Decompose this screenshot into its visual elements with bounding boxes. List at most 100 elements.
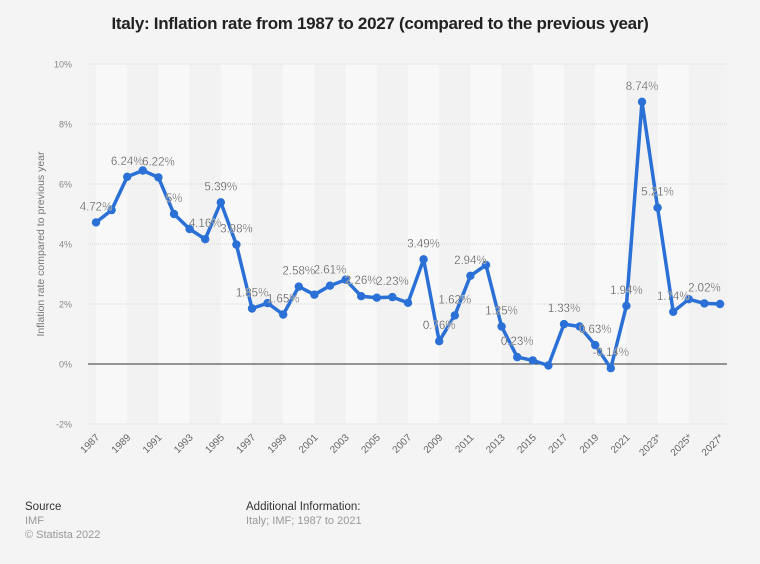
data-point (107, 205, 116, 215)
x-tick-label: 1997 (235, 432, 259, 456)
data-label: 1.85% (236, 288, 269, 300)
data-point (450, 311, 459, 320)
x-tick-label: 2009 (422, 432, 446, 456)
data-point (559, 319, 569, 329)
x-axis-ticks: 1987 1989 1991 1993 1995 1997 1999 2001 2003 2005… (79, 432, 727, 459)
y-tick-label: 4% (59, 240, 72, 250)
x-tick-label: 2023* (637, 432, 663, 458)
x-tick-label: 2019 (578, 432, 602, 456)
y-tick-label: 8% (59, 120, 72, 130)
y-axis-label: Inflation rate compared to previous year (35, 151, 47, 337)
gridlines (88, 63, 727, 425)
data-point (669, 307, 678, 316)
data-point (497, 322, 506, 331)
data-label: 5.21% (641, 187, 674, 199)
x-tick-label: 2021 (609, 432, 633, 456)
data-point (684, 295, 693, 304)
data-point (279, 310, 288, 319)
data-point (154, 173, 163, 182)
data-point (700, 299, 709, 308)
y-tick-label: 0% (59, 360, 72, 370)
source-heading: Source (25, 501, 62, 513)
data-point (528, 356, 537, 365)
source-block: Source IMF © Statista 2022 (25, 500, 100, 542)
data-point (185, 224, 194, 234)
y-axis-ticks: 10% 8% 6% 4% 2% 0% -2% (54, 60, 72, 430)
x-tick-label: 2011 (454, 432, 477, 455)
additional-info-heading: Additional Information: (246, 501, 361, 513)
data-point (388, 292, 397, 302)
data-label: 0.23% (501, 336, 534, 348)
x-tick-label: 1987 (79, 432, 103, 456)
data-point (513, 352, 522, 362)
x-tick-label: 2025* (669, 432, 695, 458)
x-tick-label: 2017 (547, 432, 571, 456)
data-point (653, 203, 662, 212)
x-tick-label: 2003 (328, 432, 352, 456)
data-label: 2.02% (688, 282, 721, 294)
x-tick-label: 2013 (484, 432, 508, 456)
data-point (715, 299, 725, 309)
data-label: 5% (166, 193, 183, 205)
data-label: 1.62% (438, 294, 471, 306)
y-tick-label: 10% (54, 60, 72, 70)
data-label: 0.76% (423, 320, 456, 332)
data-label: 6.22% (142, 156, 175, 168)
data-point (232, 240, 241, 249)
x-tick-label: 1991 (141, 432, 165, 456)
data-point (481, 260, 491, 270)
y-tick-label: 2% (59, 300, 72, 310)
x-tick-label: 1995 (203, 432, 227, 456)
data-point (263, 298, 272, 308)
data-point (435, 337, 444, 346)
data-point (606, 364, 615, 373)
data-label: 1.74% (657, 291, 690, 303)
data-labels: 4.72%6.24%6.22%5%4.16%5.39%3.98%1.85%1.6… (80, 81, 721, 360)
data-label: 1.94% (610, 285, 643, 297)
data-point (310, 290, 319, 299)
data-label: 0.63% (579, 324, 612, 336)
data-point (591, 340, 600, 350)
data-label: 3.49% (407, 238, 440, 250)
additional-info-block: Additional Information: Italy; IMF; 1987… (246, 500, 362, 528)
data-points (91, 97, 725, 373)
copyright: © Statista 2022 (25, 529, 101, 541)
y-tick-label: -2% (56, 420, 72, 430)
data-point (575, 322, 584, 331)
x-tick-label: 2007 (391, 432, 415, 456)
additional-info-text: Italy; IMF; 1987 to 2021 (246, 515, 362, 527)
x-tick-label: 2027* (700, 432, 726, 458)
data-point (216, 198, 225, 207)
x-tick-label: 2005 (359, 432, 383, 456)
data-point (294, 282, 303, 291)
data-point (325, 281, 335, 290)
data-point (372, 293, 381, 302)
source-link[interactable]: IMF (25, 515, 44, 527)
data-label: 2.58% (282, 266, 315, 278)
data-point (138, 166, 147, 175)
data-label: 2.94% (454, 255, 487, 267)
x-tick-label: 1993 (172, 432, 196, 456)
data-label: 2.61% (314, 265, 347, 277)
x-tick-label: 1989 (110, 432, 134, 456)
data-point (544, 361, 553, 370)
data-label: 2.23% (376, 276, 409, 288)
data-point (341, 275, 350, 284)
data-point (123, 172, 132, 181)
data-point (91, 218, 101, 227)
data-point (357, 292, 366, 301)
data-label: 6.24% (111, 156, 144, 168)
data-point (403, 298, 413, 307)
data-label: 1.33% (548, 303, 581, 315)
x-tick-label: 2001 (297, 432, 321, 456)
data-label: 5.39% (204, 181, 237, 193)
data-label: 8.74% (626, 81, 659, 93)
data-label: 1.25% (485, 306, 518, 318)
x-tick-label: 2015 (515, 432, 539, 456)
line-chart: 10% 8% 6% 4% 2% 0% -2% 1987 1989 1991 1993 1995 199… (35, 60, 727, 459)
data-point (247, 304, 257, 313)
data-label: 3.98% (220, 224, 253, 236)
data-label: 1.65% (267, 294, 300, 306)
data-point (169, 209, 179, 219)
data-point (622, 301, 631, 310)
